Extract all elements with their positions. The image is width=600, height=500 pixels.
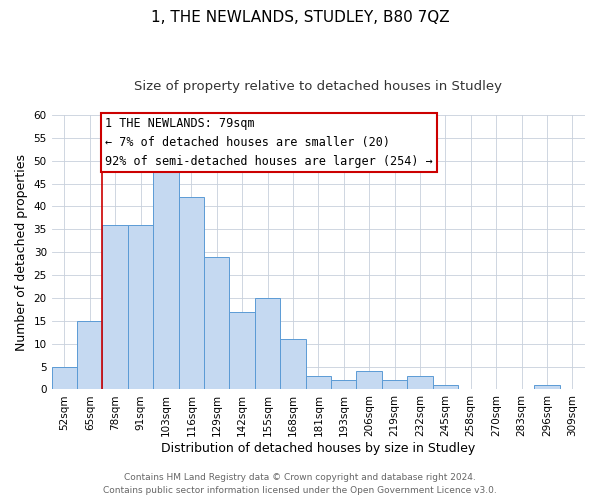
Bar — [433, 385, 458, 390]
Text: 1 THE NEWLANDS: 79sqm
← 7% of detached houses are smaller (20)
92% of semi-detac: 1 THE NEWLANDS: 79sqm ← 7% of detached h… — [105, 118, 433, 168]
Bar — [204, 257, 229, 390]
X-axis label: Distribution of detached houses by size in Studley: Distribution of detached houses by size … — [161, 442, 475, 455]
Text: 1, THE NEWLANDS, STUDLEY, B80 7QZ: 1, THE NEWLANDS, STUDLEY, B80 7QZ — [151, 10, 449, 25]
Bar — [77, 321, 103, 390]
Bar — [103, 225, 128, 390]
Bar — [128, 225, 153, 390]
Bar — [255, 298, 280, 390]
Bar — [382, 380, 407, 390]
Text: Contains HM Land Registry data © Crown copyright and database right 2024.
Contai: Contains HM Land Registry data © Crown c… — [103, 474, 497, 495]
Bar — [153, 160, 179, 390]
Bar — [331, 380, 356, 390]
Bar — [280, 339, 305, 390]
Bar — [356, 371, 382, 390]
Bar — [305, 376, 331, 390]
Bar — [179, 198, 204, 390]
Title: Size of property relative to detached houses in Studley: Size of property relative to detached ho… — [134, 80, 502, 93]
Bar — [534, 385, 560, 390]
Y-axis label: Number of detached properties: Number of detached properties — [15, 154, 28, 350]
Bar — [407, 376, 433, 390]
Bar — [229, 312, 255, 390]
Bar — [52, 366, 77, 390]
